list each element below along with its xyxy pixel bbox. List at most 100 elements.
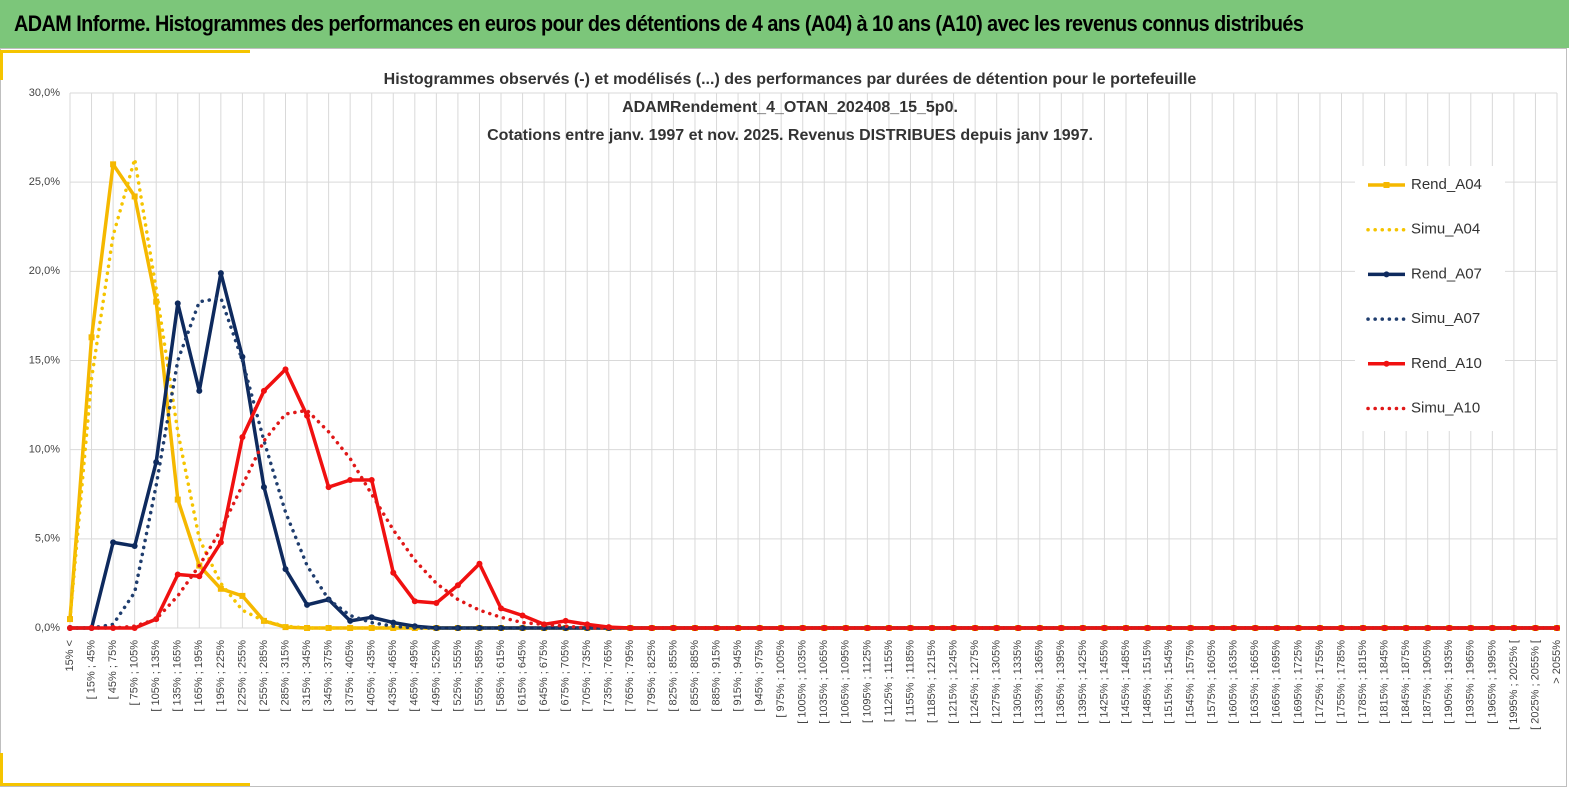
x-tick-label: [ 45% ; 75% xyxy=(107,640,119,700)
x-tick-label: [ 345% ; 375% xyxy=(323,640,335,712)
x-tick-label: [ 1545% ; 1575% xyxy=(1185,640,1197,724)
point xyxy=(411,598,418,605)
x-tick-label: [ 1095% ; 1125% xyxy=(861,640,873,723)
point xyxy=(433,600,440,607)
point xyxy=(476,560,483,567)
point xyxy=(282,566,289,573)
y-tick-label: 30,0% xyxy=(29,87,60,99)
x-tick-label: [ 165% ; 195% xyxy=(193,640,205,712)
x-tick-label: [ 1605% ; 1635% xyxy=(1228,640,1240,724)
x-tick-label: [ 1215% ; 1245% xyxy=(947,640,959,724)
x-tick-label: [ 75% ; 105% xyxy=(129,640,141,706)
x-tick-label: [ 1635% ; 1665% xyxy=(1249,640,1261,724)
chart-title: ADAMRendement_4_OTAN_202408_15_5p0. xyxy=(622,99,958,116)
point xyxy=(325,625,332,631)
point xyxy=(519,612,526,619)
point xyxy=(584,621,591,628)
point xyxy=(885,625,892,631)
x-tick-label: [ 195% ; 225% xyxy=(215,640,227,712)
accent xyxy=(0,753,3,786)
x-tick-label: [ 1725% ; 1755% xyxy=(1314,640,1326,724)
point xyxy=(153,298,160,305)
header: ADAM Informe. Histogrammes des performan… xyxy=(0,0,1569,48)
header-title: ADAM Informe. Histogrammes des performan… xyxy=(14,11,1304,36)
legend-marker xyxy=(1383,360,1390,367)
x-tick-label: [ 495% ; 525% xyxy=(430,640,442,712)
y-tick-label: 5,0% xyxy=(35,533,60,545)
x-tick-label: [ 1335% ; 1365% xyxy=(1034,640,1046,724)
x-tick-label: [ 315% ; 345% xyxy=(301,640,313,712)
legend-box xyxy=(1355,166,1505,431)
x-tick-label: [ 1035% ; 1065% xyxy=(818,640,830,724)
x-tick-label: [ 105% ; 135% xyxy=(150,640,162,712)
x-tick-label: [ 15% ; 45% xyxy=(85,640,97,700)
point xyxy=(347,625,354,631)
x-tick-label: [ 2025% ; 2055% [ xyxy=(1529,640,1541,730)
x-tick-label: [ 945% ; 975% xyxy=(754,640,766,712)
point xyxy=(304,601,311,608)
x-tick-label: [ 1485% ; 1515% xyxy=(1141,640,1153,724)
x-tick-label: [ 225% ; 255% xyxy=(236,640,248,712)
point xyxy=(864,625,871,631)
x-tick-label: [ 525% ; 555% xyxy=(452,640,464,712)
chart-frame xyxy=(0,48,1567,787)
x-tick-label: [ 555% ; 585% xyxy=(473,640,485,712)
point xyxy=(304,412,311,419)
point xyxy=(498,605,505,612)
legend-label: Simu_A04 xyxy=(1411,221,1480,238)
accent xyxy=(0,50,3,80)
point xyxy=(217,585,224,592)
x-tick-label: [ 615% ; 645% xyxy=(516,640,528,712)
x-tick-label: 15% < xyxy=(64,640,76,672)
x-tick-label: [ 255% ; 285% xyxy=(258,640,270,712)
legend-label: Simu_A07 xyxy=(1411,310,1480,327)
point xyxy=(1489,625,1496,631)
x-tick-label: [ 1665% ; 1695% xyxy=(1271,640,1283,724)
point xyxy=(390,569,397,576)
x-tick-label: [ 1245% ; 1275% xyxy=(969,640,981,724)
point xyxy=(110,539,117,546)
x-tick-label: [ 765% ; 795% xyxy=(624,640,636,712)
x-tick-label: [ 915% ; 945% xyxy=(732,640,744,712)
x-tick-label: [ 1185% ; 1215% xyxy=(926,640,938,723)
point xyxy=(217,270,224,277)
point xyxy=(174,300,181,307)
x-tick-label: [ 795% ; 825% xyxy=(646,640,658,712)
point xyxy=(110,161,117,168)
legend-label: Rend_A10 xyxy=(1411,355,1482,372)
x-tick-label: [ 1995% ; 2025% [ xyxy=(1508,640,1520,730)
point xyxy=(993,625,1000,631)
point xyxy=(260,387,267,394)
point xyxy=(454,582,461,589)
x-tick-label: [ 1935% ; 1965% xyxy=(1465,640,1477,724)
x-tick-label: [ 1455% ; 1485% xyxy=(1120,640,1132,724)
x-tick-label: > 2055% xyxy=(1551,640,1563,684)
chart-title: Histogrammes observés (-) et modélisés (… xyxy=(384,71,1197,88)
x-tick-label: [ 1515% ; 1545% xyxy=(1163,640,1175,724)
x-tick-label: [ 405% ; 435% xyxy=(366,640,378,712)
x-tick-label: [ 1065% ; 1095% xyxy=(840,640,852,724)
point xyxy=(239,434,246,441)
x-tick-label: [ 135% ; 165% xyxy=(172,640,184,712)
x-tick-label: [ 1125% ; 1155% xyxy=(883,640,895,722)
accent xyxy=(0,783,250,786)
point xyxy=(347,476,354,483)
x-tick-label: [ 705% ; 735% xyxy=(581,640,593,712)
point xyxy=(390,619,397,626)
legend-marker xyxy=(1383,182,1390,188)
x-tick-label: [ 1965% ; 1995% xyxy=(1486,640,1498,724)
x-tick-label: [ 1815% ; 1845% xyxy=(1379,640,1391,724)
point xyxy=(325,484,332,491)
point xyxy=(907,625,914,631)
x-tick-label: [ 1905% ; 1935% xyxy=(1443,640,1455,724)
chart: Histogrammes observés (-) et modélisés (… xyxy=(0,48,1567,787)
x-tick-label: [ 375% ; 405% xyxy=(344,640,356,712)
chart-title: Cotations entre janv. 1997 et nov. 2025.… xyxy=(487,127,1093,144)
point xyxy=(153,459,160,466)
y-tick-label: 10,0% xyxy=(29,444,60,456)
point xyxy=(196,573,203,580)
point xyxy=(368,614,375,621)
point xyxy=(217,539,224,546)
point xyxy=(131,193,138,200)
